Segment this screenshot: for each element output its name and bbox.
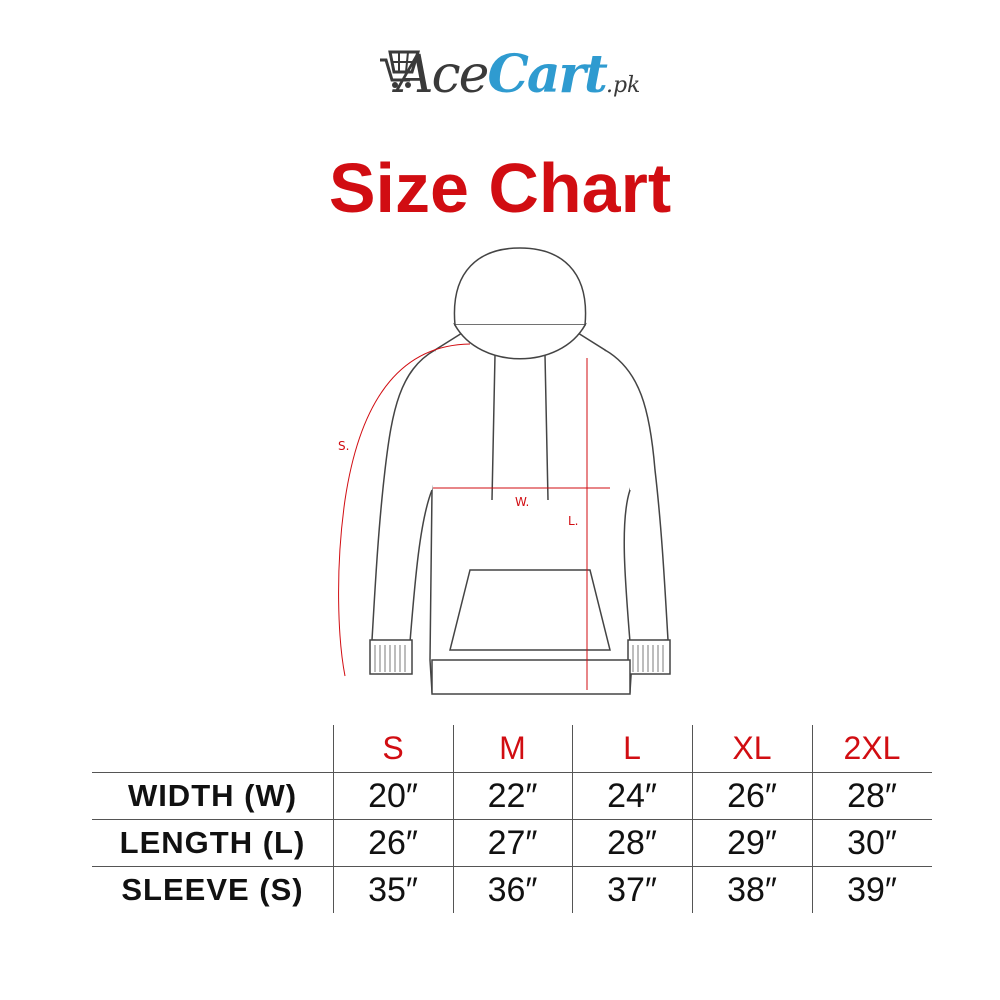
table-cell: 39″ <box>847 871 897 909</box>
table-cell: 27″ <box>487 824 538 862</box>
size-header-2xl: 2XL <box>843 730 901 766</box>
table-cell: 30″ <box>847 824 897 862</box>
row-label-length: LENGTH (L) <box>119 825 306 860</box>
logo-suffix: .pk <box>605 73 641 98</box>
divider <box>92 866 932 867</box>
table-cell: 26″ <box>368 824 418 862</box>
size-header-xl: XL <box>732 730 772 766</box>
table-cell: 35″ <box>368 871 418 909</box>
logo-ace: Ace <box>396 45 489 105</box>
width-label: W. <box>515 495 529 509</box>
shopping-cart-icon <box>380 50 421 88</box>
sleeve-label: S. <box>338 439 349 453</box>
table-cell: 26″ <box>727 777 777 815</box>
divider <box>92 772 932 773</box>
size-header-m: M <box>499 730 526 766</box>
table-cell: 36″ <box>487 871 538 909</box>
acecart-logo: AceCart.pk <box>378 42 678 114</box>
length-label: L. <box>568 514 579 528</box>
row-label-sleeve: SLEEVE (S) <box>121 872 304 907</box>
divider <box>92 819 932 820</box>
row-label-width: WIDTH (W) <box>127 778 298 813</box>
size-header-l: L <box>623 730 641 766</box>
logo-cart: Cart <box>487 44 607 105</box>
size-header-s: S <box>382 730 404 766</box>
table-cell: 22″ <box>487 777 538 815</box>
sleeve-measure-line <box>338 343 471 677</box>
table-cell: 24″ <box>607 777 657 815</box>
page-title: Size Chart <box>328 149 672 227</box>
table-cell: 28″ <box>847 777 897 815</box>
hoodie-diagram: S. W. L. <box>338 247 671 695</box>
table-cell: 20″ <box>368 777 418 815</box>
table-cell: 29″ <box>727 824 777 862</box>
table-cell: 38″ <box>727 871 777 909</box>
table-cell: 37″ <box>607 871 657 909</box>
table-cell: 28″ <box>607 824 657 862</box>
